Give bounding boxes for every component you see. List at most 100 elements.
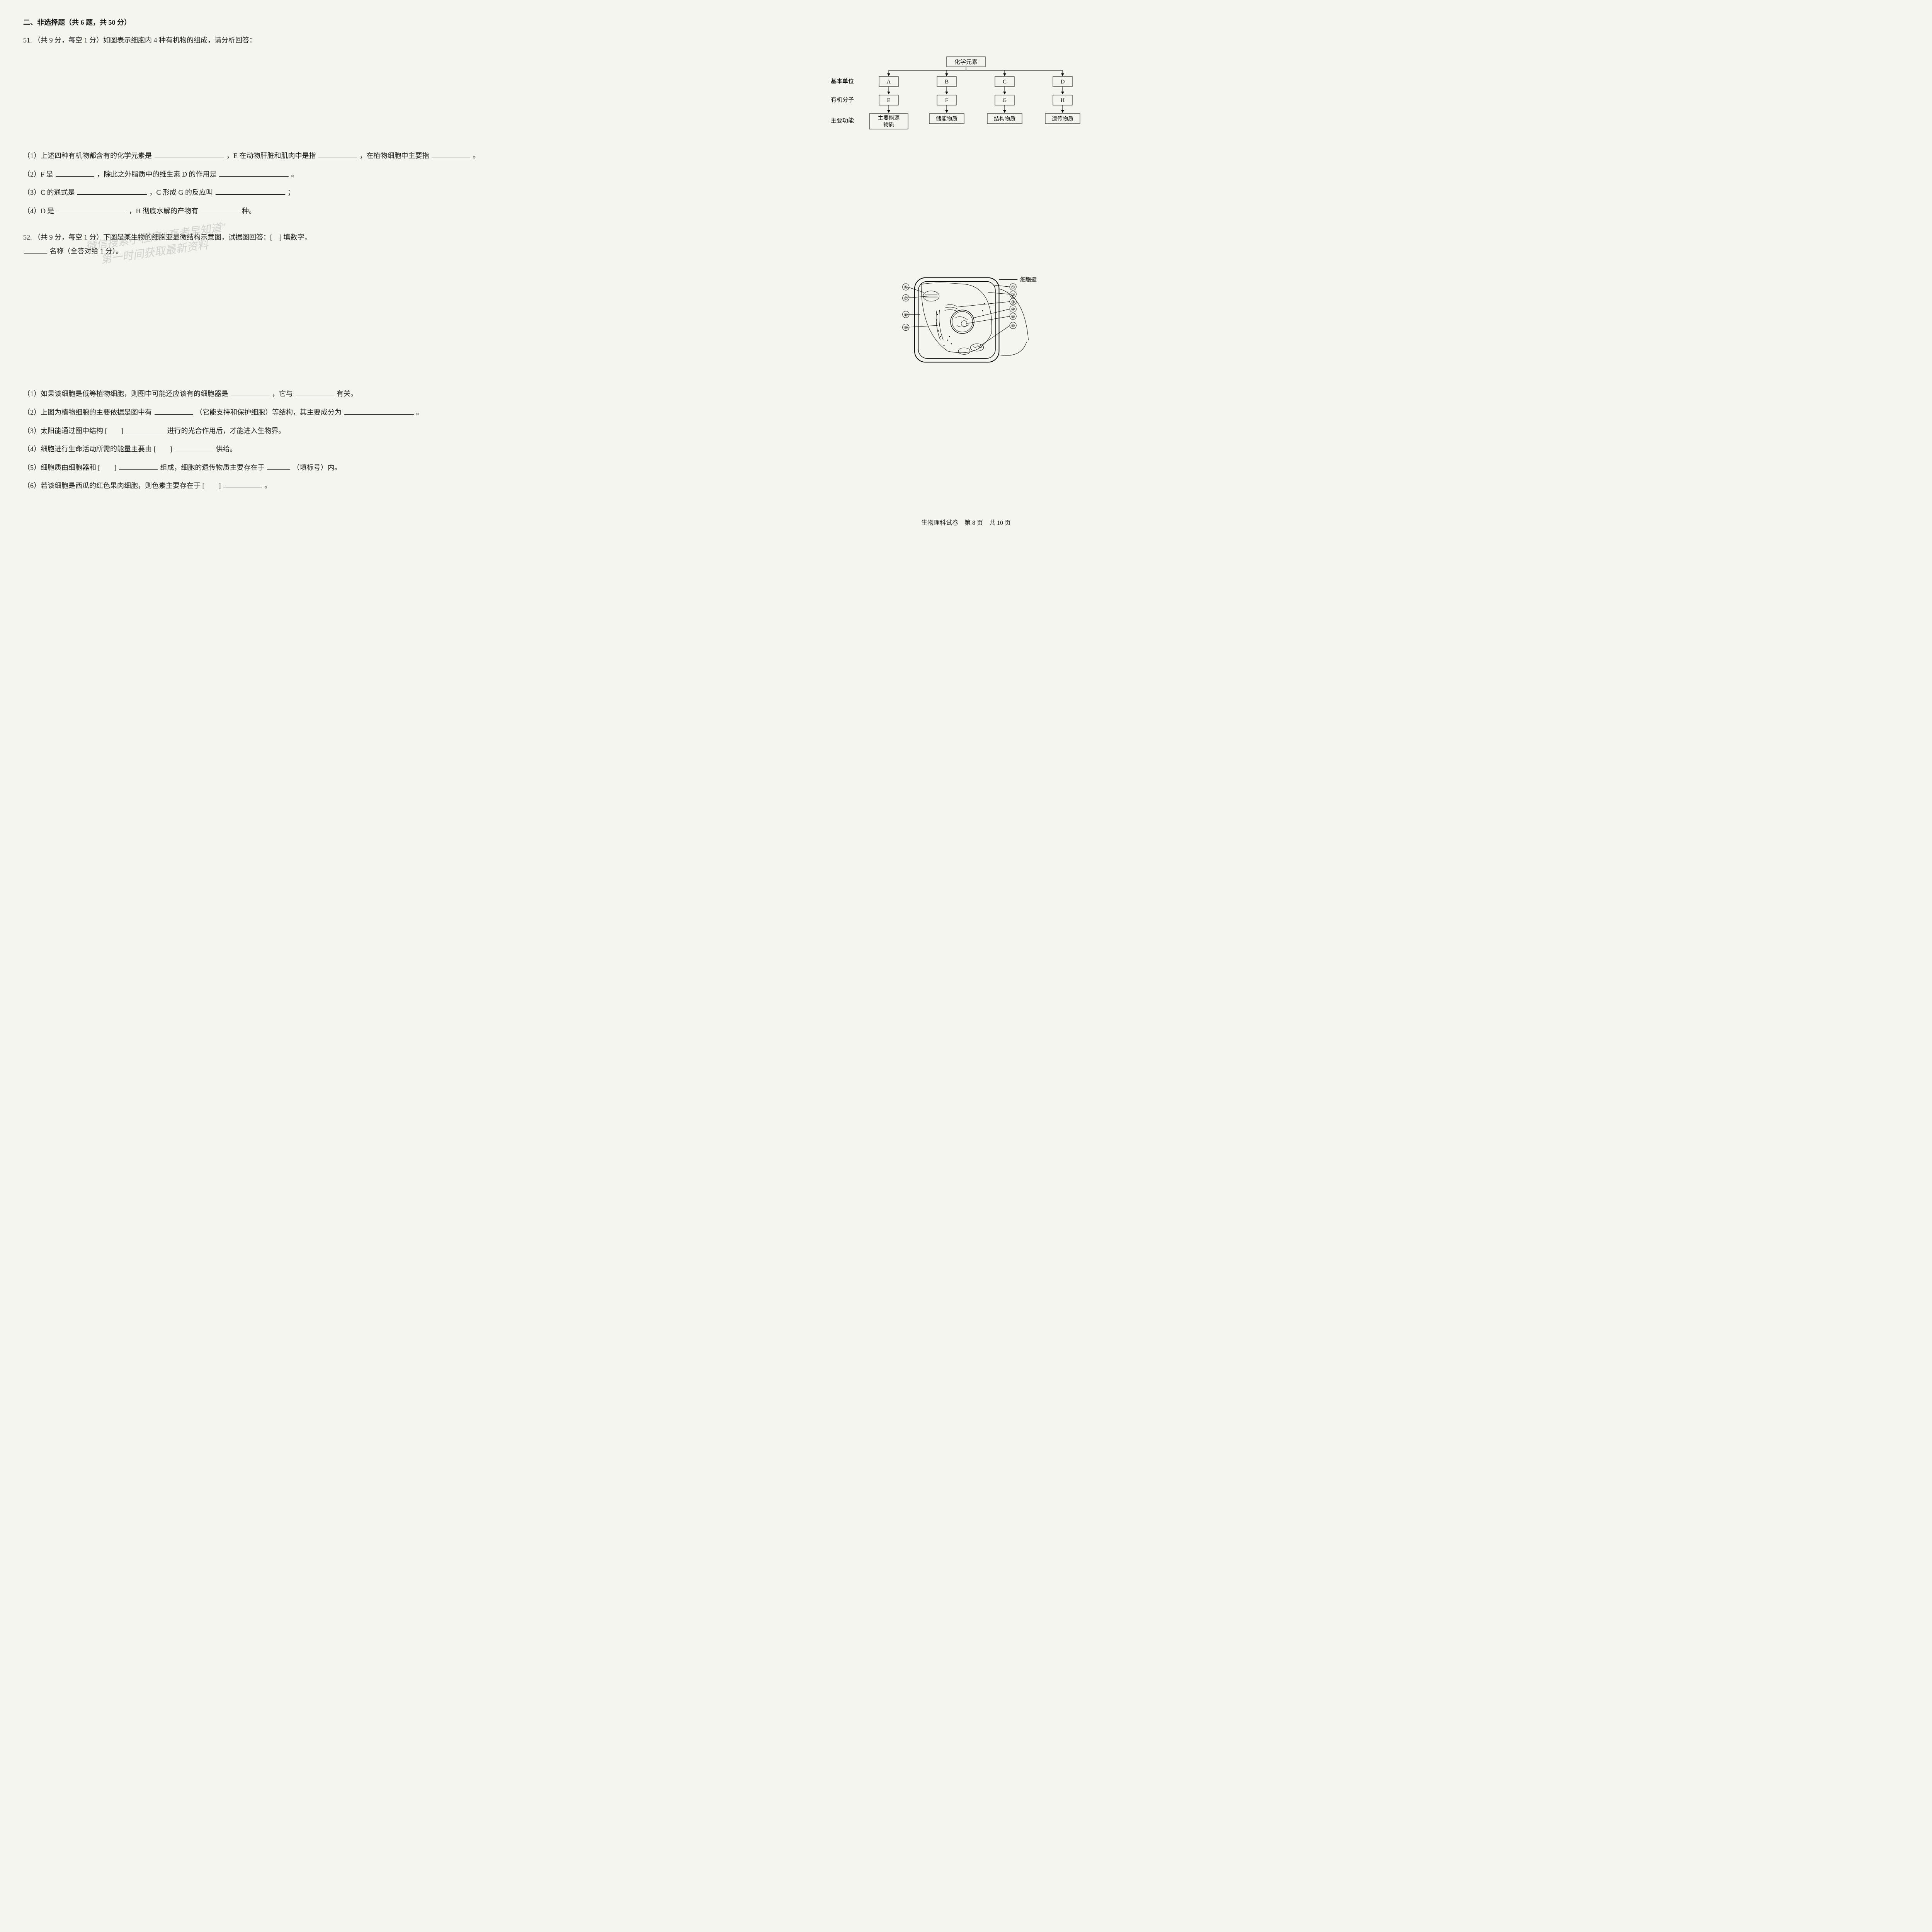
blank[interactable] [219, 168, 289, 177]
blank[interactable] [231, 388, 270, 396]
q52-sub2-b: （它能支持和保护细胞）等结构，其主要成分为 [196, 408, 342, 416]
svg-text:遗传物质: 遗传物质 [1052, 116, 1073, 122]
svg-text:⑥: ⑥ [904, 286, 908, 290]
q51-sub1-b: ，E 在动物肝脏和肌肉中是指 [226, 152, 316, 160]
q51-flowchart: 化学元素 基本单位 A B C D [23, 55, 1909, 141]
question-51: 51. （共 9 分，每空 1 分）如图表示细胞内 4 种有机物的组成，请分析回… [23, 33, 1909, 219]
q52-sub6: （6）若该细胞是西瓜的红色果肉细胞，则色素主要存在于 [ ] 。 [23, 478, 1909, 494]
blank[interactable] [201, 205, 240, 213]
q52-sub1-a: （1）如果该细胞是低等植物细胞，则图中可能还应该有的细胞器是 [23, 390, 228, 398]
blank[interactable] [155, 406, 193, 415]
q52-sub2: （2）上图为植物细胞的主要依据是图中有 （它能支持和保护细胞）等结构，其主要成分… [23, 405, 1909, 420]
svg-text:H: H [1061, 97, 1065, 104]
svg-text:有机分子: 有机分子 [831, 97, 854, 103]
svg-text:⑨: ⑨ [904, 326, 908, 330]
q52-prompt: 52. （共 9 分，每空 1 分）下图是某生物的细胞亚显微结构示意图，试据图回… [23, 230, 1909, 258]
svg-text:化学元素: 化学元素 [954, 59, 978, 65]
question-52: 52. （共 9 分，每空 1 分）下图是某生物的细胞亚显微结构示意图，试据图回… [23, 230, 1909, 494]
q52-prompt-b: 名称（全答对给 1 分）。 [50, 247, 123, 255]
svg-text:B: B [945, 79, 949, 85]
svg-text:①: ① [1011, 286, 1015, 290]
q52-cell-diagram: ⑥ ⑦ ⑧ ⑨ 细胞壁 ① ② ③ ④ ⑤ ⑩ [889, 266, 1043, 379]
q52-sub4: （4）细胞进行生命活动所需的能量主要由 [ ] 供给。 [23, 442, 1909, 457]
q51-sub4-b: ，H 彻底水解的产物有 [129, 207, 199, 215]
q51-sub1: （1）上述四种有机物都含有的化学元素是 ，E 在动物肝脏和肌肉中是指 ，在植物细… [23, 148, 1909, 164]
svg-text:A: A [887, 79, 891, 85]
svg-text:②: ② [1011, 293, 1015, 298]
blank[interactable] [216, 187, 285, 195]
q52-sub6-a: （6）若该细胞是西瓜的红色果肉细胞，则色素主要存在于 [ ] [23, 482, 221, 490]
svg-text:⑤: ⑤ [1011, 315, 1015, 320]
q52-sub1-c: 有关。 [337, 390, 357, 398]
blank[interactable] [126, 425, 165, 433]
blank[interactable] [267, 461, 290, 470]
q52-sub3: （3）太阳能通过图中结构 [ ] 进行的光合作用后，才能进入生物界。 [23, 423, 1909, 439]
q51-sub1-a: （1）上述四种有机物都含有的化学元素是 [23, 152, 152, 160]
q52-sub2-c: 。 [416, 408, 423, 416]
svg-text:储能物质: 储能物质 [936, 116, 957, 122]
q51-sub3: （3）C 的通式是 ，C 形成 G 的反应叫 ； [23, 185, 1909, 201]
svg-text:基本单位: 基本单位 [831, 78, 854, 85]
svg-text:D: D [1061, 79, 1065, 85]
blank[interactable] [119, 461, 158, 470]
q51-sub2-b: ，除此之外脂质中的维生素 D 的作用是 [97, 170, 217, 178]
q51-sub2-a: （2）F 是 [23, 170, 53, 178]
blank[interactable] [77, 187, 147, 195]
q51-sub2-c: 。 [291, 170, 298, 178]
q51-number: 51. [23, 36, 32, 44]
q51-sub3-c: ； [287, 189, 294, 196]
q52-sub5: （5）细胞质由细胞器和 [ ] 组成，细胞的遗传物质主要存在于 （填标号）内。 [23, 460, 1909, 476]
q52-sub5-c: （填标号）内。 [293, 464, 342, 471]
q51-sub1-c: ，在植物细胞中主要指 [360, 152, 429, 160]
page-footer: 生物理科试卷 第 8 页 共 10 页 [23, 517, 1909, 529]
q51-sub2: （2）F 是 ，除此之外脂质中的维生素 D 的作用是 。 [23, 167, 1909, 182]
svg-text:⑩: ⑩ [1011, 324, 1015, 328]
blank[interactable] [318, 150, 357, 158]
q52-sub1-b: ，它与 [272, 390, 293, 398]
blank[interactable] [432, 150, 470, 158]
svg-text:G: G [1003, 97, 1007, 104]
svg-text:物质: 物质 [883, 122, 894, 128]
q52-sub3-a: （3）太阳能通过图中结构 [ ] [23, 427, 124, 435]
blank[interactable] [24, 245, 47, 254]
q52-prompt-a: （共 9 分，每空 1 分）下图是某生物的细胞亚显微结构示意图，试据图回答：[ … [34, 233, 311, 241]
q52-sub2-a: （2）上图为植物细胞的主要依据是图中有 [23, 408, 152, 416]
q51-prompt: 51. （共 9 分，每空 1 分）如图表示细胞内 4 种有机物的组成，请分析回… [23, 33, 1909, 47]
svg-text:主要能源: 主要能源 [878, 115, 900, 121]
q51-sub3-b: ，C 形成 G 的反应叫 [150, 189, 213, 196]
blank[interactable] [175, 443, 213, 452]
q51-sub1-d: 。 [473, 152, 480, 160]
flowchart-svg: 化学元素 基本单位 A B C D [819, 55, 1113, 136]
svg-text:细胞壁: 细胞壁 [1020, 277, 1037, 283]
svg-text:F: F [945, 97, 948, 104]
q51-sub4: （4）D 是 ，H 彻底水解的产物有 种。 [23, 204, 1909, 219]
q52-sub3-b: 进行的光合作用后，才能进入生物界。 [167, 427, 286, 435]
cell-svg: ⑥ ⑦ ⑧ ⑨ 细胞壁 ① ② ③ ④ ⑤ ⑩ [893, 266, 1039, 374]
q52-sub4-b: 供给。 [216, 445, 237, 453]
svg-text:主要功能: 主要功能 [831, 117, 854, 124]
blank[interactable] [344, 406, 414, 415]
q51-sub3-a: （3）C 的通式是 [23, 189, 75, 196]
q52-sub4-a: （4）细胞进行生命活动所需的能量主要由 [ ] [23, 445, 172, 453]
svg-text:⑧: ⑧ [904, 313, 908, 318]
svg-text:C: C [1003, 79, 1007, 85]
blank[interactable] [56, 168, 94, 177]
q52-number: 52. [23, 233, 32, 241]
q51-sub4-c: 种。 [242, 207, 256, 215]
blank[interactable] [296, 388, 334, 396]
svg-text:⑦: ⑦ [904, 296, 908, 301]
q52-sub6-b: 。 [265, 482, 272, 490]
blank[interactable] [223, 480, 262, 488]
q52-sub5-a: （5）细胞质由细胞器和 [ ] [23, 464, 117, 471]
blank[interactable] [57, 205, 126, 213]
q51-prompt-text: （共 9 分，每空 1 分）如图表示细胞内 4 种有机物的组成，请分析回答： [34, 36, 256, 44]
q51-sub4-a: （4）D 是 [23, 207, 54, 215]
svg-text:结构物质: 结构物质 [994, 116, 1015, 122]
q52-sub5-b: 组成，细胞的遗传物质主要存在于 [160, 464, 265, 471]
svg-text:③: ③ [1011, 300, 1015, 305]
q52-sub1: （1）如果该细胞是低等植物细胞，则图中可能还应该有的细胞器是 ，它与 有关。 [23, 386, 1909, 402]
svg-text:E: E [887, 97, 890, 104]
blank[interactable] [155, 150, 224, 158]
svg-text:④: ④ [1011, 308, 1015, 312]
section-header: 二、非选择题（共 6 题，共 50 分） [23, 15, 1909, 29]
